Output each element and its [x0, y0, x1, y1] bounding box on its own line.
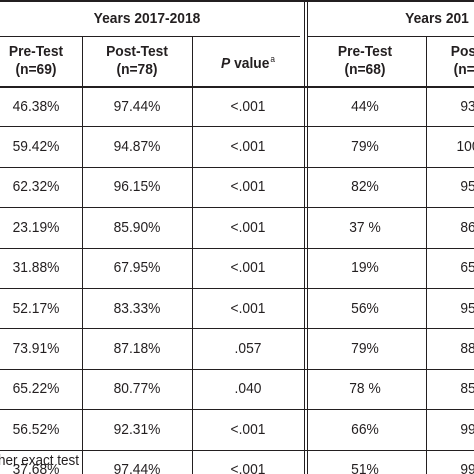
table-cell: 73.91%	[12, 340, 60, 358]
table-cell: 100	[456, 138, 474, 156]
row-rule	[0, 288, 474, 289]
table-cell: 99	[460, 461, 474, 474]
column-header: Pre-Test (n=68)	[309, 36, 421, 86]
table-cell: <.001	[230, 259, 266, 277]
row-rule	[0, 449, 474, 451]
column-divider	[426, 36, 427, 474]
table-cell: <.001	[230, 461, 266, 474]
table-cell: 56.52%	[12, 420, 60, 438]
table-cell: 67.95%	[113, 259, 161, 277]
column-header: Post-(n=7	[429, 36, 474, 86]
column-header: Pre-Test (n=69)	[0, 36, 78, 86]
p-value-header: P valuea	[221, 50, 275, 73]
table-cell: <.001	[230, 299, 266, 317]
table-cell: 37 %	[349, 218, 381, 236]
row-rule	[0, 409, 474, 411]
row-rule	[0, 368, 474, 370]
table-cell: 97.44%	[113, 461, 161, 474]
row-rule	[0, 328, 474, 330]
table-cell: 46.38%	[12, 97, 60, 115]
table-cell: 94.87%	[113, 138, 161, 156]
table-cell: 79%	[351, 138, 379, 156]
table-cell: 97.44%	[113, 97, 161, 115]
table-cell: 85.90%	[113, 218, 161, 236]
table-cell: 52.17%	[12, 299, 60, 317]
header-line-2: (n=68)	[344, 61, 386, 78]
header-rule	[0, 86, 474, 88]
table-cell: <.001	[230, 420, 266, 438]
row-rule	[0, 247, 474, 249]
row-rule	[0, 126, 474, 128]
column-header: P valuea	[196, 36, 299, 86]
table-cell: 65	[460, 259, 474, 277]
p-letter: P	[221, 54, 231, 72]
table-cell: 56%	[351, 299, 379, 317]
table-cell: 87.18%	[113, 340, 161, 358]
header-line-2: (n=7	[453, 61, 474, 78]
header-line-2: (n=69)	[15, 61, 57, 78]
group-header: Years 201	[405, 9, 469, 27]
column-divider	[192, 36, 193, 474]
table-cell: 95	[460, 299, 474, 317]
group-divider-double	[307, 0, 308, 474]
group-divider	[304, 0, 305, 474]
row-rule	[0, 207, 474, 209]
table-cell: 85	[460, 380, 474, 398]
header-line-2: (n=78)	[116, 61, 158, 78]
table-cell: 79%	[351, 340, 379, 358]
header-line-1: Pre-Test	[337, 43, 393, 60]
top-rule	[0, 0, 474, 2]
table-cell: 92.31%	[113, 420, 161, 438]
column-header: Post-Test (n=78)	[86, 36, 187, 86]
table-cell: <.001	[230, 178, 266, 196]
table-cell: 23.19%	[12, 218, 60, 236]
group-rule-right	[308, 36, 474, 37]
table-cell: 31.88%	[12, 259, 60, 277]
header-line-1: Post-Test	[106, 43, 168, 60]
column-divider	[82, 36, 83, 474]
table-cell: 59.42%	[12, 138, 60, 156]
table-cell: 19%	[351, 259, 379, 277]
table-cell: 95	[460, 178, 474, 196]
table-cell: 66%	[351, 420, 379, 438]
table-cell: 86	[460, 218, 474, 236]
group-rule-left	[0, 36, 300, 37]
header-line-1: Pre-Test	[8, 43, 64, 60]
table-cell: 51%	[351, 461, 379, 474]
table-cell: 99	[460, 420, 474, 438]
table-cell: 62.32%	[12, 178, 60, 196]
row-rule	[0, 166, 474, 168]
table-cell: <.001	[230, 138, 266, 156]
table-cell: 65.22%	[12, 380, 60, 398]
table-cell: .057	[234, 340, 262, 358]
table-cell: 96.15%	[113, 178, 161, 196]
table-footnote: her exact test	[0, 452, 80, 469]
table-cell: <.001	[230, 97, 266, 115]
table-cell: 37.68%	[12, 461, 60, 474]
table-cell: 44%	[351, 97, 379, 115]
table-cell: .040	[234, 380, 262, 398]
table-cell: 93	[460, 97, 474, 115]
table-cell: 88	[460, 340, 474, 358]
footnote-marker: a	[270, 53, 275, 64]
table-cell: 80.77%	[113, 380, 161, 398]
group-header: Years 2017-2018	[93, 9, 201, 27]
table-cell: 82%	[351, 178, 379, 196]
table-cell: 78 %	[349, 380, 381, 398]
header-line-1: Post-	[450, 43, 474, 60]
table-cell: <.001	[230, 218, 266, 236]
value-word: value	[230, 54, 270, 72]
table-cell: 83.33%	[113, 299, 161, 317]
